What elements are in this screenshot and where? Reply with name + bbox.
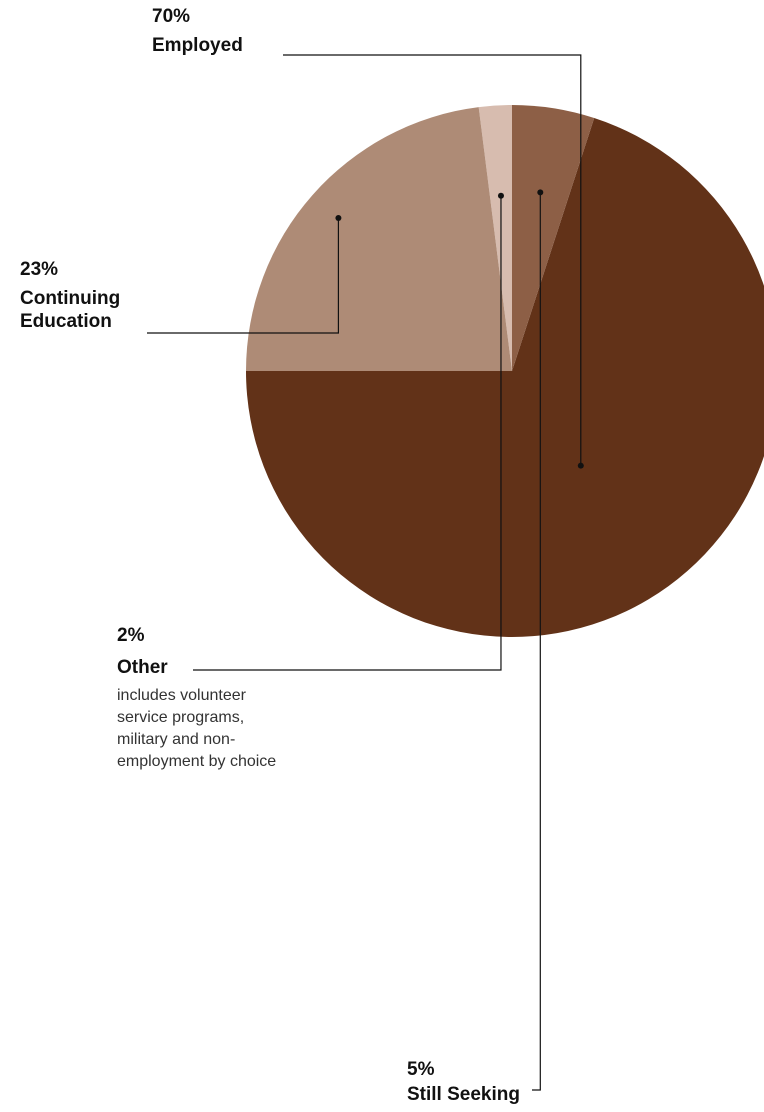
continuing-education-percent: 23% [20, 259, 59, 280]
leader-line-other [193, 195, 502, 671]
pie-slice-continuing-education [246, 107, 512, 372]
pie-slice-employed [246, 118, 764, 637]
leader-dot-continuing-education [335, 214, 342, 221]
still-seeking-name: Still Seeking [407, 1084, 520, 1105]
leader-dot-still-seeking [537, 189, 544, 196]
label-still-seeking: 5% Still Seeking [407, 1059, 520, 1106]
employed-name: Employed [152, 35, 243, 56]
pie-slice-still-seeking [512, 105, 595, 371]
leader-line-continuing-education [147, 217, 340, 334]
still-seeking-percent: 5% [407, 1059, 435, 1080]
leader-dot-employed [577, 462, 584, 469]
leader-dot-other [497, 192, 504, 199]
leader-line-employed [283, 54, 582, 466]
continuing-education-name: Continuing Education [20, 288, 121, 332]
leader-line-still-seeking [532, 192, 541, 1091]
label-continuing-education: 23% Continuing Education [20, 259, 150, 333]
label-employed: 70% Employed [152, 6, 243, 57]
label-other: 2% Other includes volunteer service prog… [117, 625, 292, 773]
other-note: includes volunteer service programs, mil… [117, 687, 277, 770]
pie-slice-other [478, 105, 512, 371]
employed-percent: 70% [152, 6, 191, 27]
other-percent: 2% [117, 625, 145, 646]
other-name: Other [117, 657, 168, 678]
